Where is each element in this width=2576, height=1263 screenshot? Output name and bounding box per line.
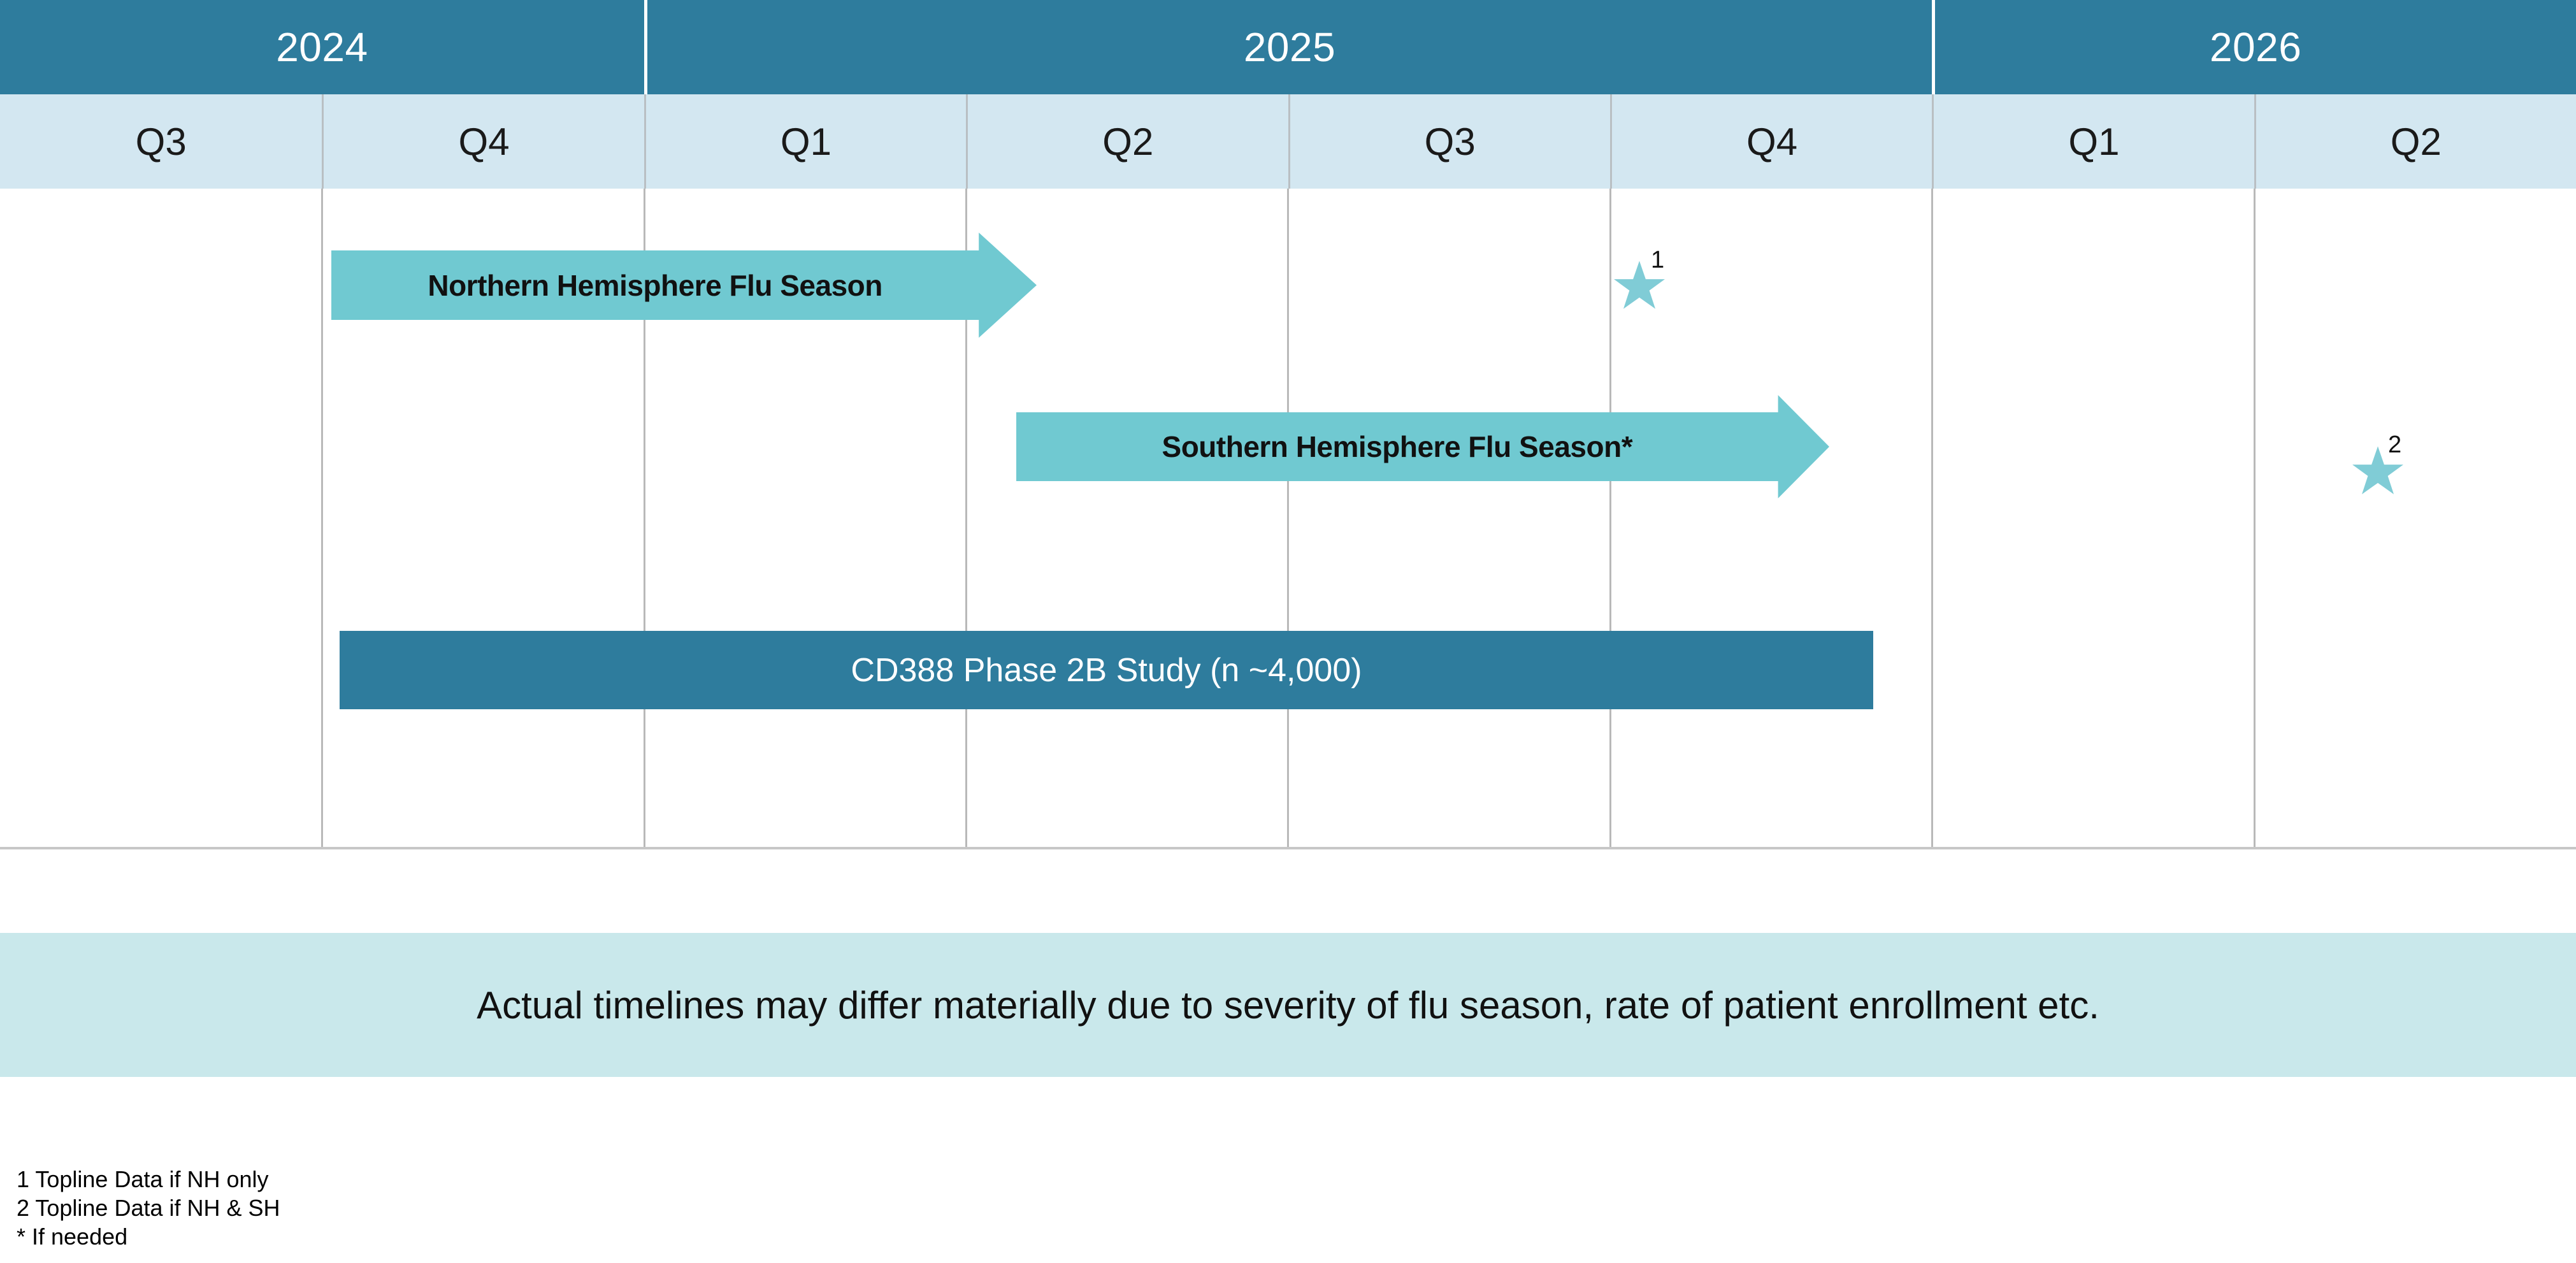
disclaimer-text: Actual timelines may differ materially d…: [477, 983, 2099, 1027]
northern-hemisphere-flu-season-arrow: Northern Hemisphere Flu Season: [331, 233, 1037, 338]
northern-hemisphere-flu-season-label: Northern Hemisphere Flu Season: [428, 268, 882, 302]
quarter-cell-2025-q3: Q3: [1288, 94, 1610, 189]
gridline-q2: [644, 189, 645, 848]
footnotes: 1 Topline Data if NH only 2 Topline Data…: [17, 1165, 280, 1251]
quarter-cell-2024-q3: Q3: [0, 94, 322, 189]
quarter-cell-2025-q4: Q4: [1609, 94, 1932, 189]
southern-hemisphere-flu-season-label: Southern Hemisphere Flu Season*: [1162, 430, 1633, 463]
plot-bottom-rule: [0, 847, 2576, 849]
milestone-2-star-icon: [2352, 446, 2403, 494]
disclaimer-band: Actual timelines may differ materially d…: [0, 933, 2576, 1077]
gridline-q5: [1609, 189, 1611, 848]
quarter-header-row: Q3 Q4 Q1 Q2 Q3 Q4 Q1 Q2: [0, 94, 2576, 189]
gridline-q3: [965, 189, 967, 848]
milestone-1-star-icon: [1614, 261, 1665, 309]
quarter-cell-2026-q2: Q2: [2254, 94, 2576, 189]
footnote-1: 1 Topline Data if NH only: [17, 1166, 269, 1192]
quarter-cell-2026-q1: Q1: [1932, 94, 2254, 189]
cd388-phase-2b-study-bar: CD388 Phase 2B Study (n ~4,000): [340, 631, 1873, 709]
gridline-q6: [1931, 189, 1933, 848]
quarter-cell-2025-q1: Q1: [644, 94, 967, 189]
gridline-q4: [1287, 189, 1289, 848]
milestone-2-label: 2: [2388, 431, 2402, 458]
footnote-asterisk: * If needed: [17, 1223, 128, 1250]
gridline-q7: [2254, 189, 2256, 848]
year-header-row: 2024 2025 2026: [0, 0, 2576, 94]
year-cell-2024: 2024: [0, 0, 644, 94]
year-cell-2025: 2025: [644, 0, 1932, 94]
southern-hemisphere-flu-season-arrow: Southern Hemisphere Flu Season*: [1016, 395, 1829, 498]
quarter-cell-2025-q2: Q2: [966, 94, 1288, 189]
milestone-1-label: 1: [1651, 247, 1665, 273]
quarter-cell-2024-q4: Q4: [322, 94, 644, 189]
gridline-q1: [321, 189, 323, 848]
year-cell-2026: 2026: [1932, 0, 2576, 94]
footnote-2: 2 Topline Data if NH & SH: [17, 1195, 280, 1221]
